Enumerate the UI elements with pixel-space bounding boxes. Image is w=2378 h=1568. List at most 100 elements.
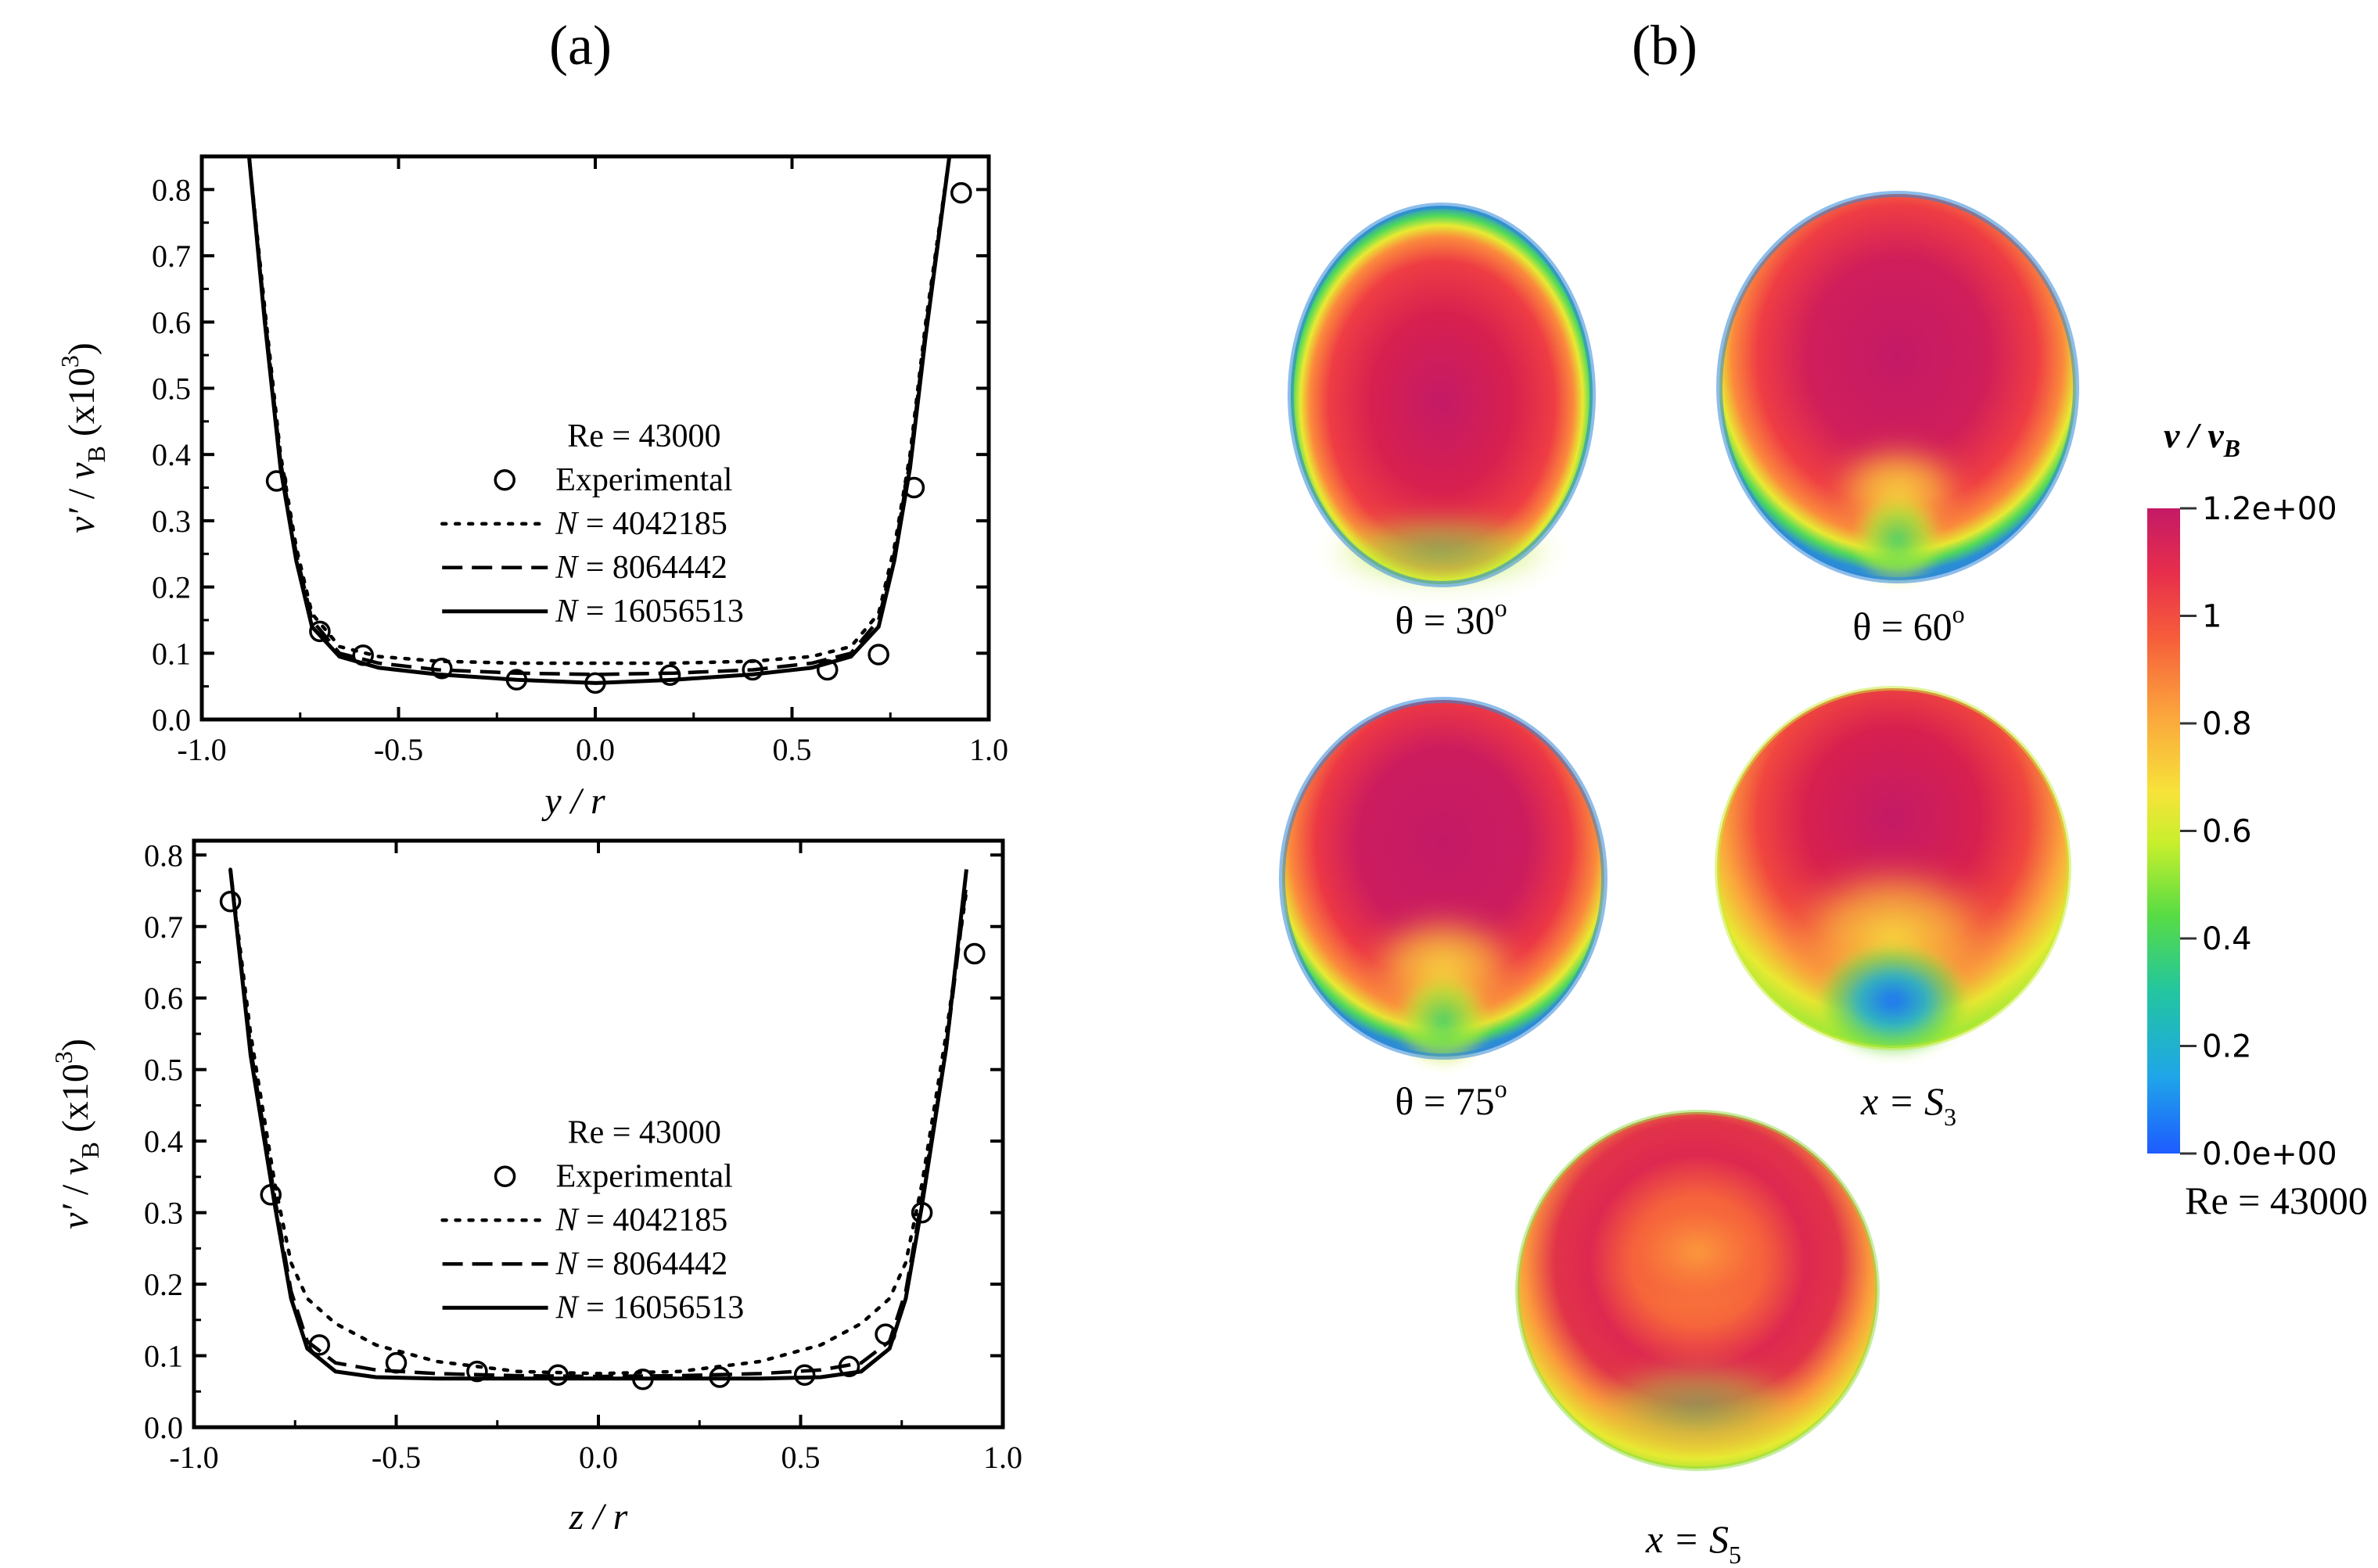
contour-panel: θ = 30o θ = 60o θ = 75o x = S3 x = S5 v … bbox=[1279, 191, 2368, 1568]
y-tick-label: 0.4 bbox=[144, 1124, 183, 1159]
experimental-point bbox=[793, 1364, 816, 1386]
x-tick-label: -0.5 bbox=[374, 732, 423, 767]
contour-rim bbox=[1279, 697, 1607, 1060]
label-x-s5: x = S5 bbox=[1645, 1517, 1741, 1568]
contour-plume bbox=[1588, 1361, 1807, 1455]
legend-entry: N = 8064442 bbox=[555, 1246, 728, 1282]
y-tick-label: 0.2 bbox=[152, 570, 191, 605]
contour-plume-core bbox=[1815, 942, 1971, 1060]
colorbar: v / vB 1.2e+00 1 0.8 0.6 0.4 0.2 0.0e+00 Re = … bbox=[2147, 415, 2368, 1222]
contour-plume-core bbox=[1395, 972, 1492, 1069]
colorbar-tick-label: 1.2e+00 bbox=[2202, 491, 2337, 527]
series-line-solid bbox=[228, 869, 968, 1381]
label-theta-75: θ = 75o bbox=[1395, 1075, 1507, 1123]
y-tick-label: 0.2 bbox=[144, 1267, 183, 1302]
series-line-solid bbox=[246, 156, 952, 685]
legend-entry: N = 16056513 bbox=[555, 1290, 745, 1326]
chart-top-legend: Re = 43000 Experimental N = 4042185 N = 806… bbox=[440, 418, 744, 630]
y-tick-label: 0.4 bbox=[152, 437, 191, 472]
legend-entry: N = 4042185 bbox=[555, 1202, 728, 1238]
experimental-point bbox=[632, 1368, 654, 1390]
contour-rim bbox=[1288, 203, 1596, 587]
chart-top-xlabel: y / r bbox=[541, 780, 605, 822]
legend-entry: N = 8064442 bbox=[555, 550, 727, 586]
x-tick-label: -1.0 bbox=[177, 732, 226, 767]
experimental-point bbox=[309, 620, 331, 643]
legend-marker-circle bbox=[494, 1165, 516, 1187]
experimental-point bbox=[385, 1351, 408, 1374]
experimental-point bbox=[265, 470, 288, 492]
experimental-point bbox=[964, 942, 986, 965]
contour-rim bbox=[1515, 1110, 1880, 1471]
experimental-point bbox=[219, 890, 242, 913]
x-tick-label: 0.0 bbox=[576, 732, 615, 767]
x-tick-label: 0.5 bbox=[781, 1440, 821, 1475]
x-tick-label: 1.0 bbox=[983, 1440, 1022, 1475]
section-x-s5 bbox=[1515, 1110, 1880, 1471]
colorbar-tick-label: 0.8 bbox=[2202, 706, 2252, 742]
section-theta-60 bbox=[1716, 191, 2079, 587]
experimental-point bbox=[950, 181, 972, 204]
experimental-point bbox=[911, 1201, 933, 1224]
y-tick-label: 0.1 bbox=[152, 636, 191, 671]
y-tick-label: 0.7 bbox=[144, 910, 183, 945]
experimental-point bbox=[505, 669, 528, 691]
y-tick-label: 0.6 bbox=[144, 981, 183, 1016]
chart-bottom-ylabel: v′ / vB (x103) bbox=[49, 1039, 104, 1229]
section-theta-75 bbox=[1279, 697, 1607, 1069]
section-theta-30 bbox=[1288, 203, 1596, 589]
series-line-dotted bbox=[228, 867, 968, 1376]
contour-core bbox=[1619, 1197, 1776, 1306]
experimental-point bbox=[709, 1366, 731, 1388]
chart-bottom-xlabel: z / r bbox=[569, 1496, 628, 1538]
colorbar-tick-label: 1 bbox=[2202, 599, 2222, 635]
experimental-point bbox=[260, 1183, 282, 1206]
colorbar-tick-label: 0.0e+00 bbox=[2202, 1136, 2337, 1172]
experimental-point bbox=[466, 1360, 488, 1383]
legend-entry: N = 4042185 bbox=[555, 506, 727, 542]
y-tick-label: 0.0 bbox=[152, 702, 191, 737]
y-tick-label: 0.1 bbox=[144, 1339, 183, 1374]
experimental-point bbox=[584, 672, 606, 694]
svg-text:v′ / vB (x103): v′ / vB (x103) bbox=[56, 343, 110, 533]
contour-disk bbox=[1719, 194, 2076, 580]
contour-rim bbox=[1716, 191, 2079, 583]
y-tick-label: 0.5 bbox=[152, 371, 191, 406]
label-x-s3: x = S3 bbox=[1860, 1079, 1956, 1131]
legend-entry: Experimental bbox=[555, 462, 732, 498]
experimental-point bbox=[903, 476, 925, 499]
experimental-point bbox=[547, 1364, 569, 1386]
x-tick-label: 0.0 bbox=[579, 1440, 618, 1475]
y-tick-label: 0.5 bbox=[144, 1053, 183, 1088]
x-tick-label: 0.5 bbox=[773, 732, 812, 767]
y-tick-label: 0.8 bbox=[152, 172, 191, 207]
legend-marker-circle bbox=[494, 469, 515, 491]
colorbar-tick-label: 0.2 bbox=[2202, 1029, 2252, 1065]
experimental-point bbox=[659, 664, 681, 686]
experimental-point bbox=[352, 644, 374, 666]
section-x-s3 bbox=[1715, 686, 2071, 1060]
label-theta-60: θ = 60o bbox=[1852, 600, 1964, 648]
y-tick-label: 0.6 bbox=[152, 305, 191, 340]
contour-disk bbox=[1291, 206, 1593, 584]
chart-top: -1.0 -0.5 0.0 0.5 1.0 0.0 0.1 0.2 0.3 0.4 0.5 0.6 0.… bbox=[56, 154, 1008, 822]
colorbar-tick-label: 0.6 bbox=[2202, 814, 2252, 850]
y-tick-label: 0.3 bbox=[152, 504, 191, 539]
colorbar-footer: Re = 43000 bbox=[2185, 1179, 2368, 1222]
experimental-point bbox=[875, 1323, 896, 1345]
x-tick-label: 1.0 bbox=[969, 732, 1008, 767]
contour-rim bbox=[1715, 686, 2071, 1050]
y-tick-label: 0.8 bbox=[144, 838, 183, 873]
label-theta-30: θ = 30o bbox=[1395, 594, 1507, 642]
contour-plume-core bbox=[1851, 493, 1945, 587]
legend-title: Re = 43000 bbox=[567, 418, 720, 454]
series-line-dotted bbox=[247, 156, 951, 666]
legend-entry: Experimental bbox=[556, 1158, 733, 1194]
x-tick-label: -1.0 bbox=[169, 1440, 218, 1475]
colorbar-tick-label: 0.4 bbox=[2202, 921, 2252, 957]
y-tick-label: 0.7 bbox=[152, 239, 191, 274]
experimental-point bbox=[868, 644, 889, 666]
svg-text:v′ / vB (x103): v′ / vB (x103) bbox=[49, 1039, 104, 1229]
experimental-point bbox=[308, 1334, 331, 1356]
